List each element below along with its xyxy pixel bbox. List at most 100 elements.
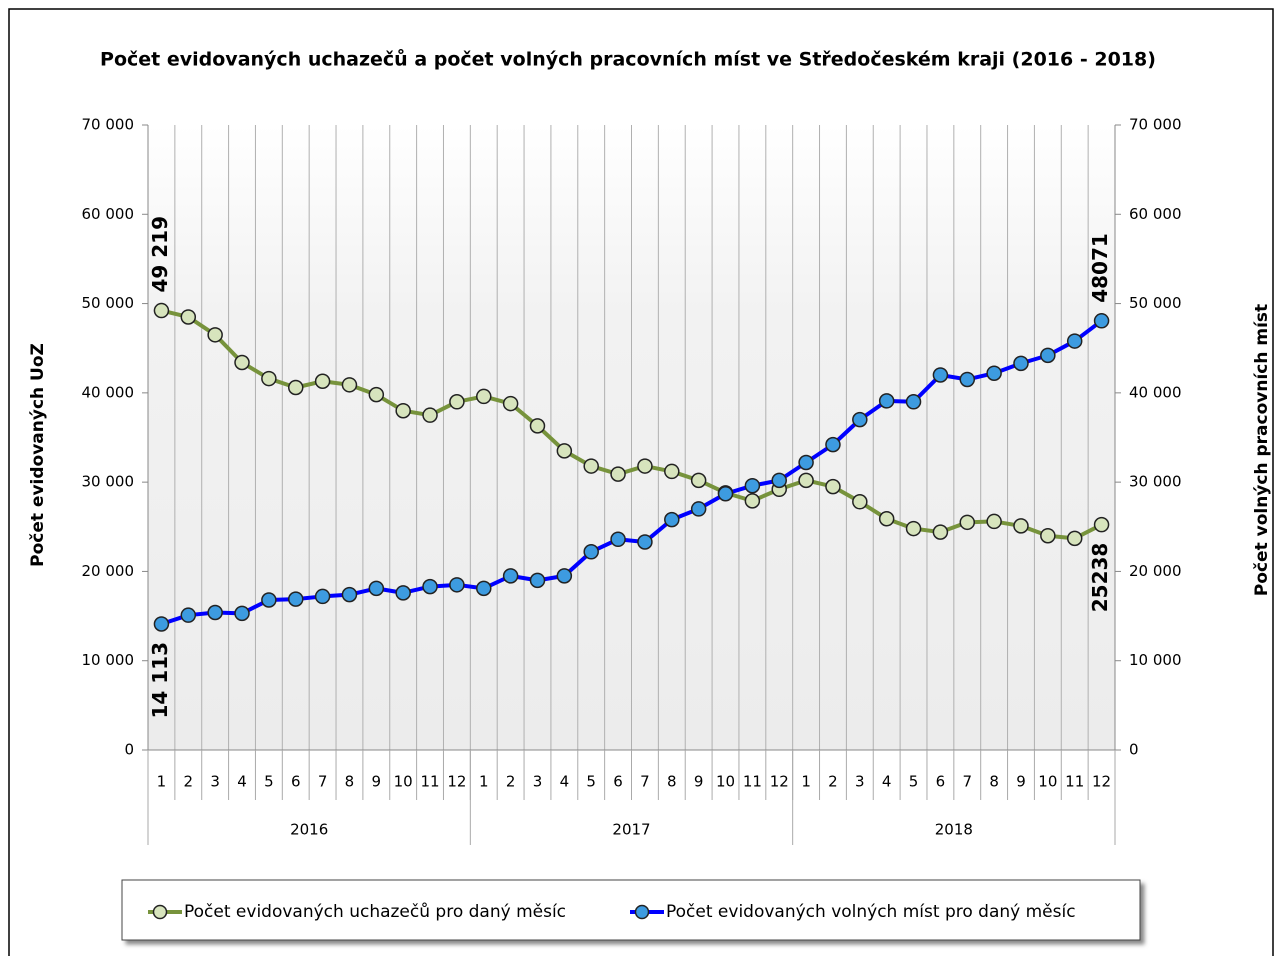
point-marker bbox=[959, 371, 976, 388]
x-tick-label: 6 bbox=[936, 773, 946, 791]
point-marker bbox=[1066, 333, 1083, 349]
y2-tick-label: 0 bbox=[1129, 741, 1139, 759]
point-marker bbox=[153, 616, 170, 632]
point-marker bbox=[395, 585, 411, 601]
y-tick-label: 20 000 bbox=[82, 562, 135, 580]
x-tick-label: 9 bbox=[694, 773, 704, 791]
x-tick-label: 8 bbox=[667, 773, 677, 791]
x-tick-label: 9 bbox=[1016, 773, 1026, 791]
x-tick-label: 11 bbox=[1065, 773, 1084, 791]
point-marker bbox=[744, 493, 761, 509]
point-marker bbox=[583, 458, 599, 474]
point-marker bbox=[314, 588, 331, 605]
x-tick-label: 7 bbox=[318, 773, 328, 791]
x-tick-label: 4 bbox=[237, 773, 247, 791]
point-marker bbox=[1013, 518, 1029, 534]
x-tick-label: 6 bbox=[291, 773, 301, 791]
point-marker bbox=[207, 327, 223, 343]
point-marker bbox=[341, 377, 358, 393]
x-tick-label: 11 bbox=[743, 773, 762, 791]
point-marker bbox=[422, 407, 438, 423]
point-marker bbox=[986, 513, 1002, 530]
x-tick-label: 12 bbox=[447, 773, 466, 791]
point-marker bbox=[1066, 530, 1083, 547]
y2-tick-label: 20 000 bbox=[1129, 562, 1182, 580]
point-marker bbox=[878, 511, 895, 527]
y2-tick-label: 30 000 bbox=[1129, 473, 1182, 491]
x-tick-label: 7 bbox=[962, 773, 972, 791]
point-marker bbox=[664, 463, 680, 480]
x-tick-label: 8 bbox=[345, 773, 355, 791]
point-marker bbox=[180, 309, 197, 325]
point-marker bbox=[529, 572, 546, 589]
point-marker bbox=[825, 436, 841, 453]
y2-tick-label: 60 000 bbox=[1129, 205, 1182, 223]
data-label: 48071 bbox=[1088, 233, 1112, 303]
data-label: 25238 bbox=[1088, 543, 1112, 613]
point-marker bbox=[341, 586, 358, 603]
x-tick-label: 2 bbox=[506, 773, 516, 791]
point-marker bbox=[153, 302, 170, 319]
point-marker bbox=[610, 466, 626, 482]
point-marker bbox=[771, 472, 787, 489]
point-marker bbox=[1040, 347, 1056, 364]
point-marker bbox=[1093, 516, 1110, 533]
x-tick-label: 6 bbox=[613, 773, 623, 791]
point-marker bbox=[449, 577, 465, 593]
point-marker bbox=[932, 367, 949, 383]
point-marker bbox=[637, 534, 653, 550]
y-tick-label: 0 bbox=[124, 741, 134, 759]
x-tick-label: 2 bbox=[184, 773, 194, 791]
point-marker bbox=[207, 604, 223, 621]
point-marker bbox=[905, 520, 922, 537]
y-tick-label: 50 000 bbox=[82, 294, 135, 312]
x-tick-label: 5 bbox=[264, 773, 274, 791]
x-tick-label: 4 bbox=[882, 773, 892, 791]
x-tick-label: 5 bbox=[586, 773, 596, 791]
point-marker bbox=[556, 443, 573, 459]
y-tick-label: 60 000 bbox=[82, 205, 135, 223]
point-marker bbox=[287, 379, 304, 396]
y2-tick-label: 50 000 bbox=[1129, 294, 1182, 312]
x-tick-label: 10 bbox=[394, 773, 413, 791]
point-marker bbox=[583, 544, 599, 560]
point-marker bbox=[744, 477, 761, 494]
x-group-label: 2017 bbox=[612, 821, 650, 839]
legend-label: Počet evidovaných volných míst pro daný … bbox=[666, 902, 1076, 922]
y2-tick-label: 10 000 bbox=[1129, 651, 1182, 669]
point-marker bbox=[905, 394, 922, 410]
point-marker bbox=[287, 591, 304, 607]
data-label: 49 219 bbox=[148, 216, 172, 293]
point-marker bbox=[180, 607, 197, 623]
x-tick-label: 2 bbox=[828, 773, 838, 791]
y2-tick-label: 40 000 bbox=[1129, 383, 1182, 401]
point-marker bbox=[932, 524, 949, 540]
legend-marker bbox=[152, 904, 168, 920]
y-tick-label: 40 000 bbox=[82, 383, 135, 401]
y-tick-label: 30 000 bbox=[82, 473, 135, 491]
x-tick-label: 4 bbox=[560, 773, 570, 791]
y-tick-label: 10 000 bbox=[82, 651, 135, 669]
point-marker bbox=[395, 402, 411, 419]
point-marker bbox=[314, 373, 331, 389]
point-marker bbox=[878, 393, 895, 409]
point-marker bbox=[476, 388, 492, 405]
x-tick-label: 1 bbox=[801, 773, 811, 791]
point-marker bbox=[368, 580, 385, 597]
x-tick-label: 3 bbox=[533, 773, 543, 791]
point-marker bbox=[664, 511, 680, 528]
x-tick-label: 8 bbox=[989, 773, 999, 791]
x-tick-label: 10 bbox=[1038, 773, 1057, 791]
point-marker bbox=[1013, 355, 1029, 372]
point-marker bbox=[368, 386, 385, 403]
x-tick-label: 5 bbox=[909, 773, 919, 791]
x-tick-label: 3 bbox=[855, 773, 865, 791]
legend-marker bbox=[634, 904, 650, 920]
point-marker bbox=[986, 365, 1002, 381]
y2-axis-title: Počet volných pracovních míst bbox=[1252, 304, 1272, 596]
point-marker bbox=[502, 395, 519, 412]
y-axis-title: Počet evidovaných UoZ bbox=[28, 343, 48, 567]
point-marker bbox=[690, 501, 707, 517]
chart-title: Počet evidovaných uchazečů a počet volný… bbox=[100, 48, 1156, 71]
point-marker bbox=[825, 478, 841, 495]
